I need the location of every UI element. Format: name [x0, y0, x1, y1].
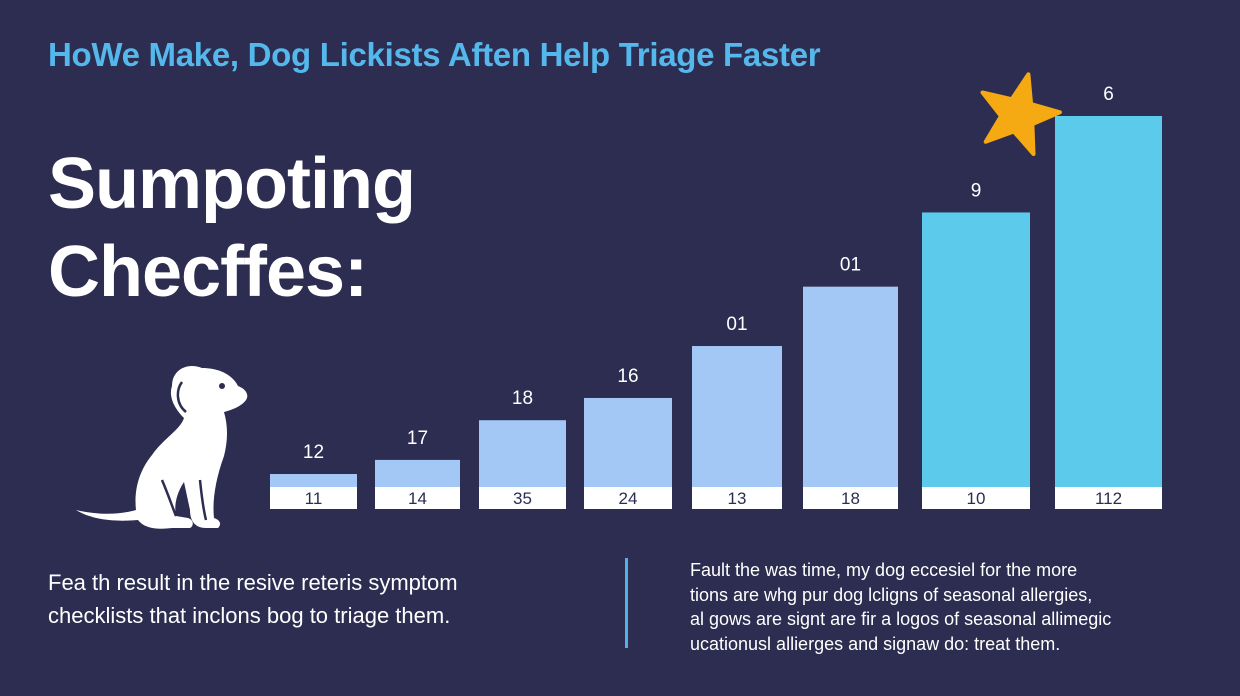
- category-label-band: [922, 487, 1030, 509]
- bar: [803, 286, 898, 487]
- data-label: 18: [512, 388, 533, 409]
- category-label-band: [1055, 487, 1162, 509]
- right-description: Fault the was time, my dog eccesiel for …: [690, 558, 1210, 656]
- right-description-line-4: ucationusl allierges and signaw do: trea…: [690, 633, 1061, 654]
- data-label: 16: [617, 366, 638, 387]
- category-label: 112: [1095, 489, 1122, 508]
- headline: Sumpoting Checffes:: [48, 140, 416, 316]
- left-description: Fea th result in the resive reteris symp…: [48, 566, 568, 632]
- bar: [1055, 116, 1162, 487]
- right-description-line-1: Fault the was time, my dog eccesiel for …: [690, 560, 1078, 580]
- data-label: 9: [971, 180, 982, 201]
- category-label-band: [692, 487, 782, 509]
- left-description-line-2: checklists that inclons bog to triage th…: [48, 603, 451, 628]
- category-label-band: [375, 487, 460, 509]
- data-label: 01: [840, 255, 861, 276]
- right-description-line-2: tions are whg pur dog lcligns of seasona…: [690, 584, 1093, 605]
- category-label: 13: [728, 489, 747, 508]
- kicker-title: HoWe Make, Dog Lickists Aften Help Triag…: [48, 36, 821, 73]
- data-label: 6: [1103, 84, 1114, 105]
- headline-line-2: Checffes:: [48, 232, 368, 312]
- category-label: 35: [513, 489, 532, 508]
- divider: [625, 558, 628, 648]
- data-label: 01: [726, 314, 747, 335]
- category-label-band: [270, 487, 357, 509]
- bar: [692, 346, 782, 487]
- bar-chart: 11 12 14 17 35 18 24 16 13 01 18 01 10 9 112 6: [270, 72, 1162, 509]
- category-label: 11: [305, 489, 323, 508]
- bar: [584, 397, 672, 487]
- category-label: 24: [619, 489, 638, 508]
- bar: [479, 420, 566, 487]
- dog-silhouette-icon: [76, 366, 248, 529]
- star-icon: [980, 72, 1062, 156]
- category-label-band: [584, 487, 672, 509]
- category-label: 10: [967, 489, 986, 508]
- left-description-line-1: Fea th result in the resive reteris symp…: [48, 570, 458, 595]
- data-label: 12: [303, 442, 324, 463]
- bar: [270, 474, 357, 487]
- right-description-line-3: al gows are signt are fir a logos of sea…: [690, 609, 1112, 629]
- bar: [375, 459, 460, 487]
- data-label: 17: [407, 428, 428, 449]
- headline-line-1: Sumpoting: [48, 144, 416, 224]
- bar: [922, 212, 1030, 487]
- category-label: 18: [841, 489, 860, 508]
- category-label-band: [803, 487, 898, 509]
- category-label-band: [479, 487, 566, 509]
- category-label: 14: [408, 489, 427, 508]
